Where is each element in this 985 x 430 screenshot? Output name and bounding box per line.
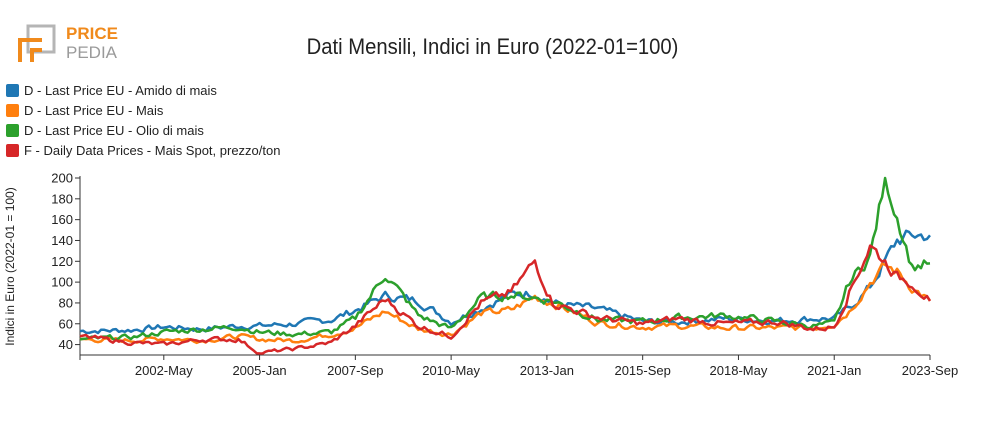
legend-swatch	[6, 143, 19, 157]
y-tick-label: 120	[51, 254, 73, 269]
logo-text-price: PRICE	[66, 24, 118, 43]
legend-swatch	[6, 103, 19, 117]
legend-item[interactable]: D - Last Price EU - Mais	[6, 100, 280, 120]
logo-mark	[18, 24, 56, 62]
x-tick-label: 2013-Jan	[520, 363, 574, 378]
x-tick-label: 2007-Sep	[327, 363, 383, 378]
y-tick-label: 160	[51, 212, 73, 227]
y-tick-label: 60	[59, 316, 73, 331]
x-tick-label: 2018-May	[710, 363, 768, 378]
legend-label: F - Daily Data Prices - Mais Spot, prezz…	[24, 142, 281, 158]
y-tick-label: 80	[59, 295, 73, 310]
x-tick-label: 2005-Jan	[232, 363, 286, 378]
legend-swatch	[6, 123, 19, 137]
y-tick-label: 100	[51, 275, 73, 290]
legend-label: D - Last Price EU - Mais	[24, 102, 164, 118]
y-tick-label: 180	[51, 191, 73, 206]
x-tick-label: 2002-May	[135, 363, 193, 378]
legend-label: D - Last Price EU - Olio di mais	[24, 122, 204, 138]
x-tick-label: 2023-Sep	[902, 363, 958, 378]
x-tick-label: 2010-May	[422, 363, 480, 378]
pricepedia-logo: PRICE PEDIA	[18, 24, 118, 62]
legend-item[interactable]: D - Last Price EU - Amido di mais	[6, 80, 280, 100]
x-tick-label: 2015-Sep	[614, 363, 670, 378]
legend-item[interactable]: F - Daily Data Prices - Mais Spot, prezz…	[6, 140, 280, 160]
chart-title: Dati Mensili, Indici in Euro (2022-01=10…	[306, 34, 679, 59]
series-line	[79, 229, 931, 335]
chart-legend: D - Last Price EU - Amido di mais D - Las…	[6, 80, 280, 160]
legend-swatch	[6, 83, 19, 97]
legend-label: D - Last Price EU - Amido di mais	[24, 82, 217, 98]
x-tick-label: 2021-Jan	[807, 363, 861, 378]
logo-text-pedia: PEDIA	[66, 43, 118, 62]
y-tick-label: 40	[59, 337, 73, 352]
y-axis-title: Indici in Euro (2022-01 = 100)	[3, 187, 17, 345]
y-tick-label: 140	[51, 233, 73, 248]
series-line	[79, 244, 932, 355]
series-line	[79, 176, 931, 342]
y-tick-label: 200	[51, 171, 73, 186]
legend-item[interactable]: D - Last Price EU - Olio di mais	[6, 120, 280, 140]
